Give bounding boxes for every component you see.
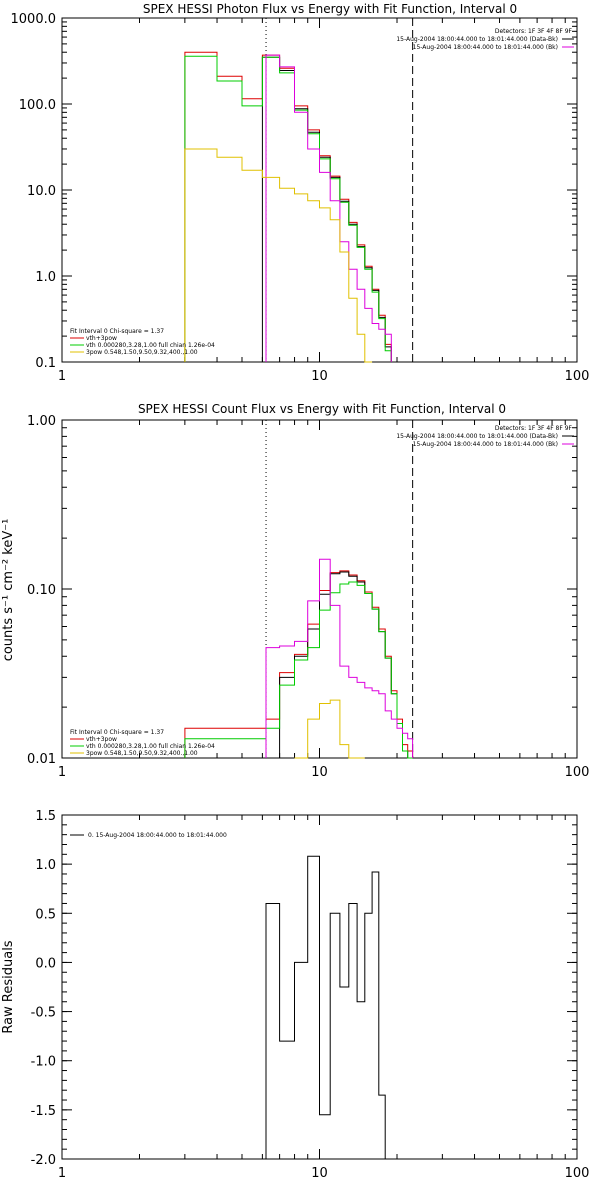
series-black	[279, 571, 413, 759]
time-legend-bk: 15-Aug-2004 18:00:44.000 to 18:01:44.000…	[413, 44, 558, 51]
x-tick-label: 100	[565, 369, 590, 384]
y-tick-label: 1.5	[35, 809, 56, 824]
plot-area: 1 10 100 1000.0 100.0 10.0 1.0 0.1	[11, 12, 590, 384]
x-tick-label: 10	[311, 369, 328, 384]
time-legend-data: 15-Aug-2004 18:00:44.000 to 18:01:44.000…	[396, 36, 558, 43]
y-tick-label: 1.0	[35, 858, 56, 873]
series-green	[184, 581, 413, 759]
x-tick-label: 1	[58, 765, 66, 780]
y-tick-label: -1.5	[31, 1104, 56, 1119]
y-tick-label: 100.0	[19, 98, 56, 113]
x-tick-label: 1	[58, 369, 66, 384]
y-tick-label: -2.0	[31, 1153, 56, 1168]
y-tick-label: 1.00	[27, 414, 56, 429]
x-tick-label: 1	[58, 1166, 66, 1181]
x-tick-label: 10	[311, 765, 328, 780]
detectors-label: Detectors: 1F 3F 4F 8F 9F	[495, 28, 573, 35]
residuals-series	[265, 855, 386, 1159]
y-tick-label: 1000.0	[11, 12, 57, 27]
x-tick-label: 100	[565, 1166, 590, 1181]
y-tick-label: 10.0	[27, 184, 56, 199]
residual-legend: 0. 15-Aug-2004 18:00:44.000 to 18:01:44.…	[88, 832, 227, 839]
plot-frame	[61, 17, 578, 363]
y-tick-label: 0.5	[35, 907, 56, 922]
series-yellow	[294, 699, 365, 759]
y-tick-label: 0.0	[35, 956, 56, 971]
series-green	[184, 55, 392, 362]
chart-title: SPEX HESSI Count Flux vs Energy with Fit…	[138, 402, 506, 416]
plot-area: 1 10 100 1.5 1.0 0.5 0.0 -0.5 -1.0 -1.5 -2.0	[31, 809, 590, 1181]
plot-area: 1 10 100 1.00 0.10 0.01	[27, 414, 589, 780]
x-tick-label: 100	[565, 765, 590, 780]
residuals-chart: 1 10 100 1.5 1.0 0.5 0.0 -0.5 -1.0 -1.5 -2.0 Raw R…	[1, 809, 589, 1181]
y-tick-label: 0.01	[27, 752, 56, 767]
detectors-label: Detectors: 1F 3F 4F 8F 9F	[495, 425, 573, 432]
fit-legend-title: Fit Interval 0 Chi-square = 1.37	[70, 328, 164, 335]
series-magenta	[265, 54, 392, 362]
fit-legend-vth: vth 0.000280,3.28,1.00 full chian 1.26e-…	[86, 342, 215, 349]
fit-legend-vth: vth 0.000280,3.28,1.00 full chian 1.26e-…	[86, 743, 215, 750]
y-tick-label: -0.5	[31, 1006, 56, 1021]
time-legend-bk: 15-Aug-2004 18:00:44.000 to 18:01:44.000…	[413, 441, 558, 448]
x-tick-label: 10	[311, 1166, 328, 1181]
fit-legend-3pow: 3pow 0.548,1.50,9.50,9.32,400.,1.00	[86, 750, 198, 757]
y-tick-label: 0.10	[27, 583, 56, 598]
y-tick-label: 1.0	[35, 270, 56, 285]
series-yellow	[184, 148, 373, 363]
fit-legend-vth3pow: vth+3pow	[86, 335, 117, 342]
time-legend-data: 15-Aug-2004 18:00:44.000 to 18:01:44.000…	[396, 433, 558, 440]
count-flux-chart: SPEX HESSI Count Flux vs Energy with Fit…	[1, 402, 589, 780]
fit-legend-title: Fit Interval 0 Chi-square = 1.37	[70, 729, 164, 736]
series-red	[184, 570, 414, 758]
y-tick-label: -1.0	[31, 1055, 56, 1070]
fit-legend-vth3pow: vth+3pow	[86, 736, 117, 743]
series-magenta	[265, 558, 414, 758]
chart-title: SPEX HESSI Photon Flux vs Energy with Fi…	[143, 2, 517, 16]
y-axis-label: counts s⁻¹ cm⁻² keV⁻¹	[1, 519, 16, 662]
series-red	[184, 51, 392, 362]
photon-flux-chart: SPEX HESSI Photon Flux vs Energy with Fi…	[11, 2, 590, 384]
y-tick-label: 0.1	[35, 356, 56, 371]
fit-legend-3pow: 3pow 0.548,1.50,9.50,9.32,400.,1.00	[86, 349, 198, 356]
y-axis-label: Raw Residuals	[1, 940, 16, 1033]
